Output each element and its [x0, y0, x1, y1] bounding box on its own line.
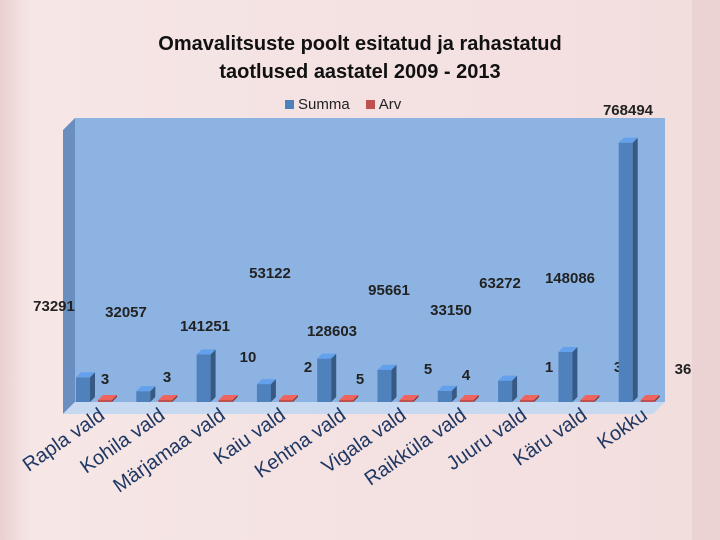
data-label-arv-5: 5 — [424, 361, 432, 378]
bar-summa-7 — [498, 375, 518, 402]
plot-back-wall — [75, 118, 665, 402]
legend-swatch-arv — [365, 100, 375, 109]
data-label-summa-1: 32057 — [105, 304, 147, 321]
legend-item-arv: Arv — [365, 96, 402, 113]
legend-swatch-summa — [285, 100, 294, 109]
chart-title: Omavalitsuste poolt esitatud ja rahastat… — [110, 30, 610, 86]
legend-label-arv: Arv — [378, 96, 402, 113]
legend-label-summa: Summa — [298, 96, 350, 113]
bar-arv-9 — [640, 395, 660, 402]
bar-arv-8 — [580, 395, 600, 402]
data-label-summa-0: 73291 — [33, 298, 75, 315]
bar-arv-1 — [158, 395, 178, 402]
data-label-summa-7: 63272 — [479, 275, 521, 292]
bar-arv-3 — [278, 395, 298, 402]
data-label-summa-4: 128603 — [307, 323, 357, 340]
data-label-arv-4: 5 — [356, 371, 364, 388]
legend-item-summa: Summa — [285, 96, 350, 113]
bar-summa-4 — [317, 353, 337, 402]
bar-arv-5 — [399, 395, 419, 402]
bar-summa-8 — [558, 347, 578, 402]
bar-summa-3 — [256, 379, 276, 402]
chart-title-line-1: Omavalitsuste poolt esitatud ja rahastat… — [158, 33, 562, 55]
bar-summa-5 — [377, 364, 397, 402]
plot-floor — [63, 402, 665, 414]
data-label-arv-7: 1 — [545, 359, 553, 376]
chart-title-line-2: taotlused aastatel 2009 - 2013 — [219, 61, 501, 83]
data-label-summa-5: 95661 — [368, 282, 410, 299]
slide-edge-strip — [692, 0, 720, 540]
bar-arv-6 — [459, 395, 479, 402]
data-label-arv-8: 3 — [614, 359, 622, 376]
data-label-summa-8: 148086 — [545, 270, 595, 287]
data-label-summa-3: 53122 — [249, 265, 291, 282]
data-label-arv-6: 4 — [462, 367, 471, 384]
data-label-summa-2: 141251 — [180, 318, 230, 335]
bar-summa-2 — [196, 349, 216, 402]
data-label-summa-6: 33150 — [430, 302, 472, 319]
x-tick-label-6: Raikküla vald — [361, 404, 471, 490]
bar-summa-1 — [136, 386, 156, 402]
bar-arv-0 — [98, 395, 117, 402]
data-label-arv-0: 3 — [101, 371, 109, 388]
data-label-summa-9: 768494 — [603, 102, 654, 119]
bar-summa-6 — [437, 385, 457, 402]
bar-summa-0 — [76, 372, 95, 402]
plot-side-wall — [63, 118, 75, 414]
bar-arv-7 — [520, 395, 540, 402]
bar-arv-4 — [339, 395, 359, 402]
data-label-arv-3: 2 — [304, 359, 312, 376]
bar-arv-2 — [218, 395, 238, 402]
chart-legend: Summa Arv — [285, 96, 411, 113]
data-label-arv-9: 36 — [675, 361, 692, 378]
bar-summa-9 — [618, 137, 638, 402]
data-label-arv-2: 10 — [240, 349, 257, 366]
data-label-arv-1: 3 — [163, 369, 171, 386]
